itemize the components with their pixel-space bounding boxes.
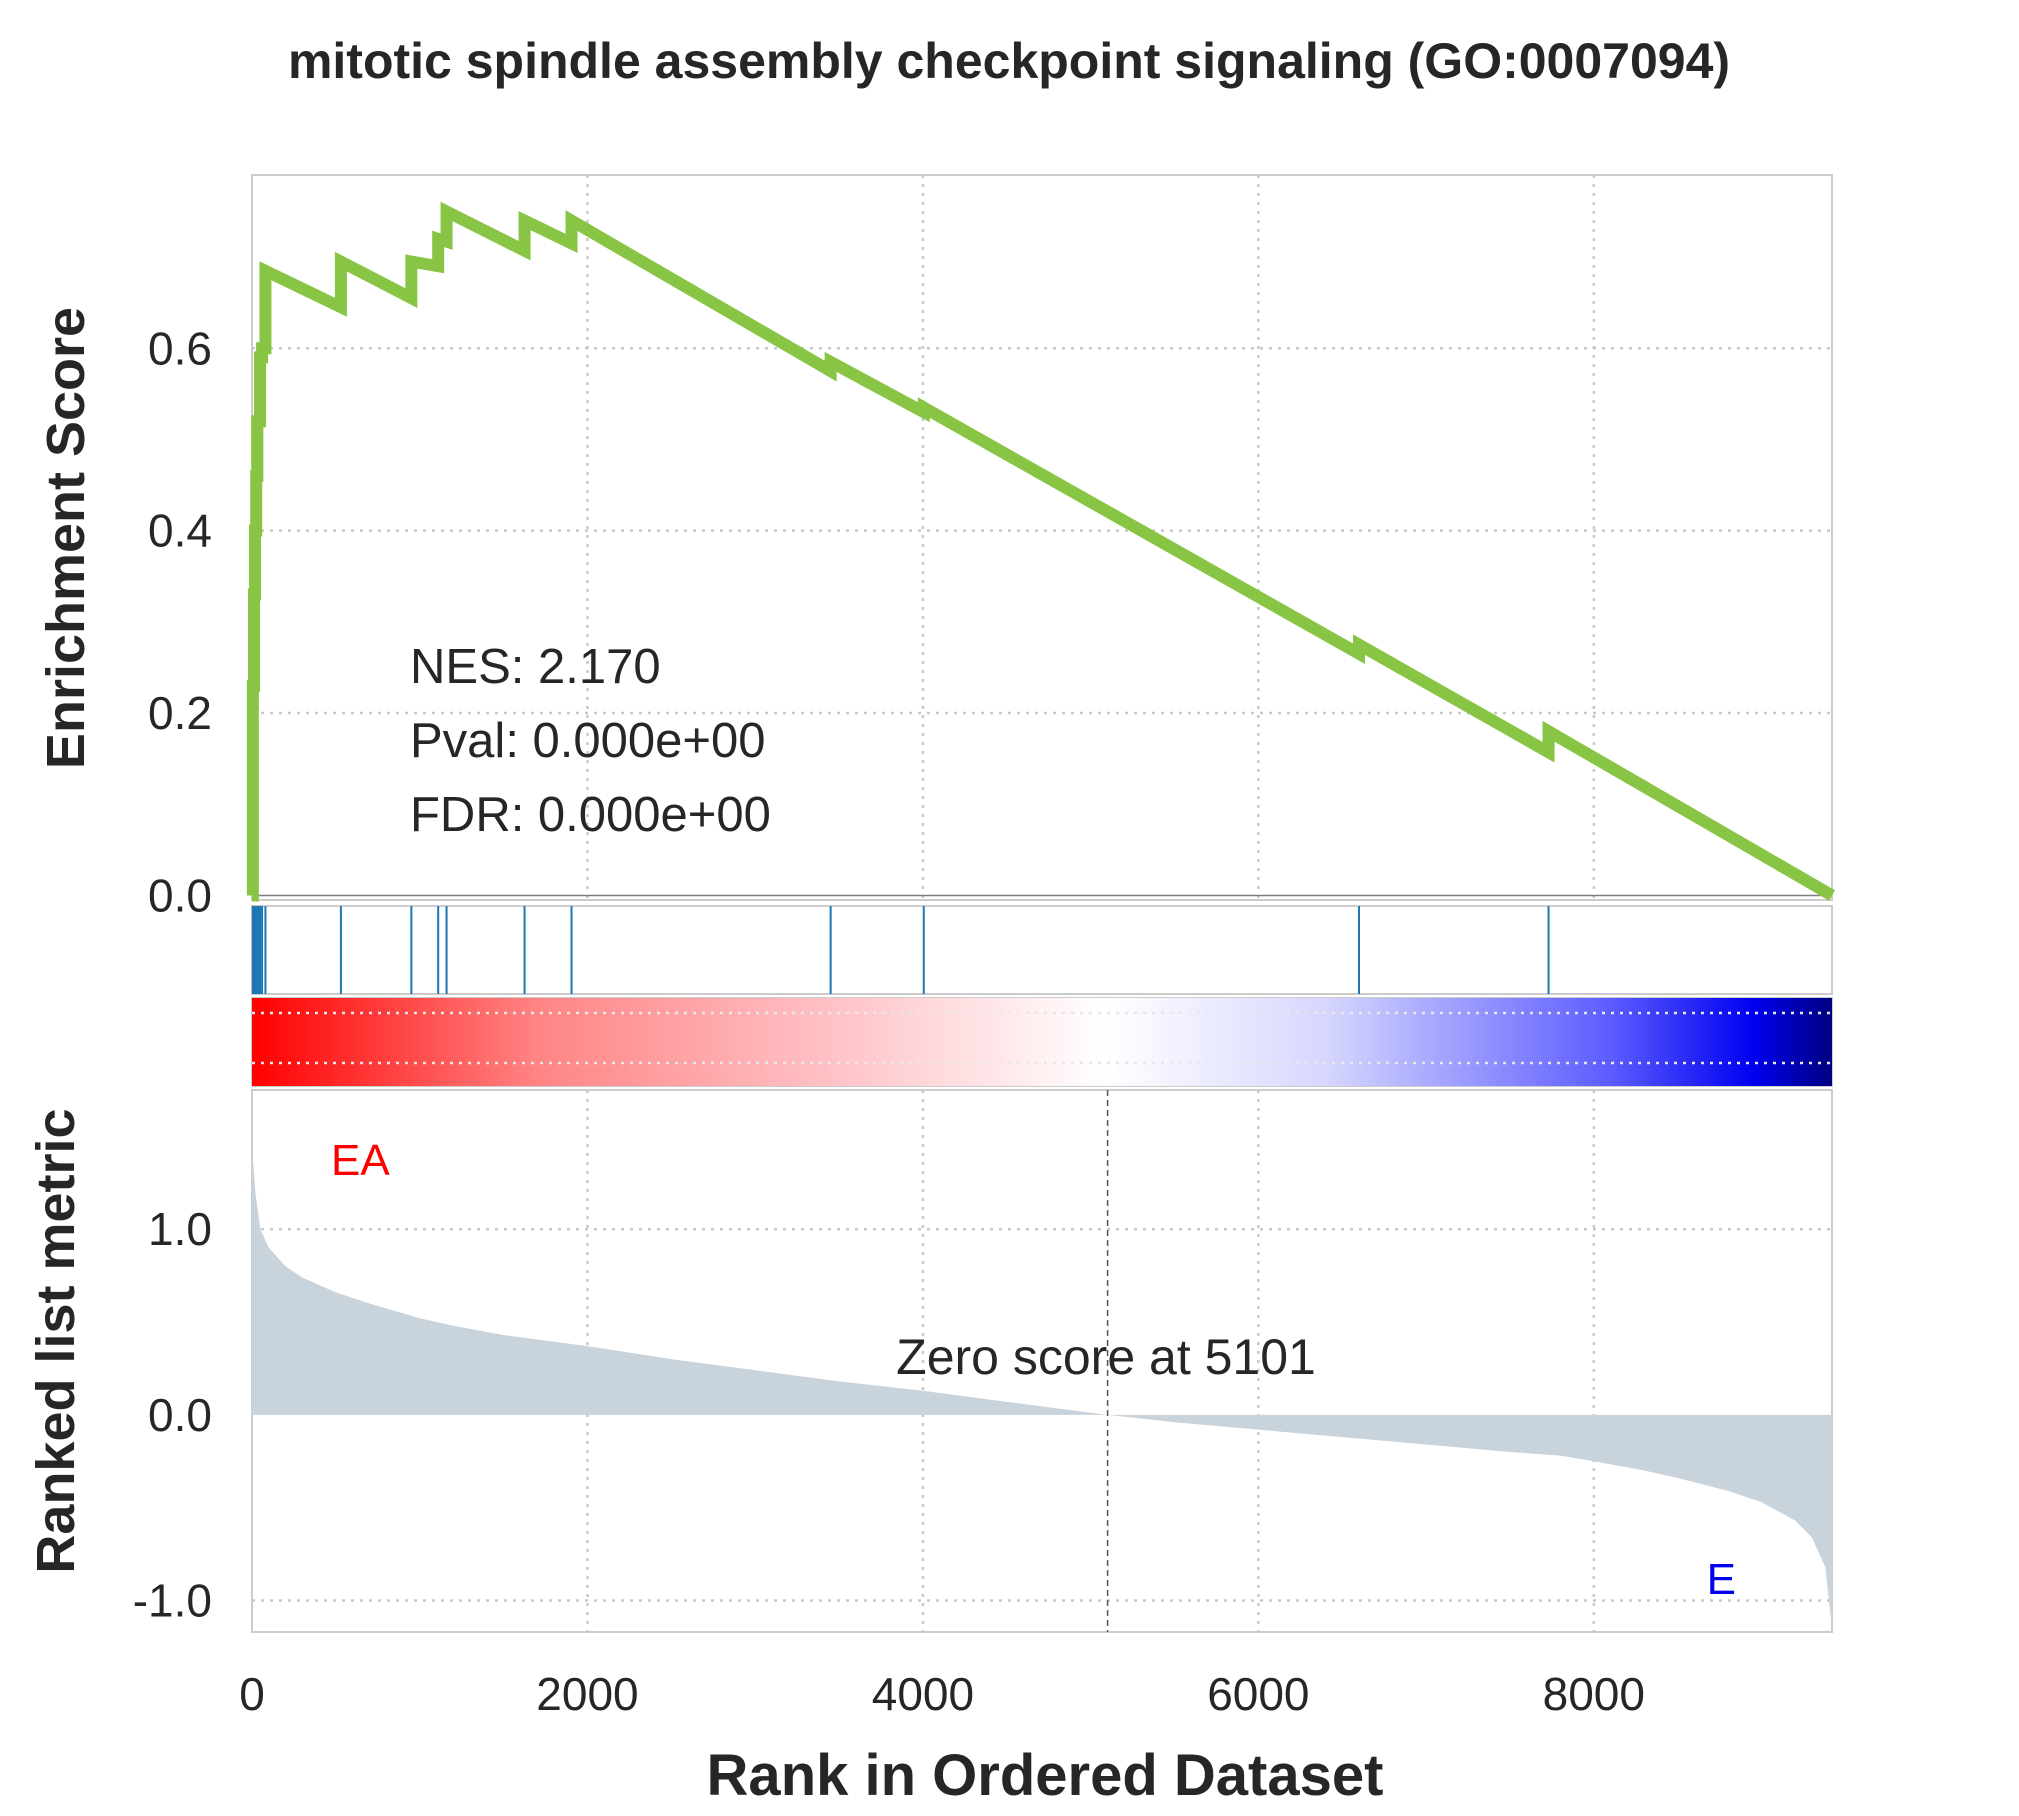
metric-area: [252, 1090, 1832, 1632]
es-tick-label: 0.0: [148, 869, 212, 921]
es-tick-label: 0.4: [148, 505, 212, 557]
metric-tick-label: 1.0: [148, 1203, 212, 1255]
negative-class-label: E: [1707, 1555, 1736, 1604]
gene-hit-marks: [251, 906, 1550, 994]
metric-tick-label: -1.0: [133, 1574, 212, 1626]
fdr-label: FDR: 0.000e+00: [410, 788, 771, 842]
chart-title: mitotic spindle assembly checkpoint sign…: [288, 33, 1730, 89]
positive-class-label: EA: [331, 1136, 390, 1185]
es-tick-label: 0.2: [148, 687, 212, 739]
running-es-line: [246, 201, 1836, 902]
es-tick-label: 0.6: [148, 322, 212, 374]
x-axis-title: Rank in Ordered Dataset: [707, 1743, 1384, 1808]
x-tick-label: 4000: [872, 1668, 974, 1720]
pval-label: Pval: 0.000e+00: [410, 714, 766, 768]
hits-panel-frame: [251, 905, 1833, 995]
nes-label: NES: 2.170: [410, 640, 661, 694]
metric-axis-title: Ranked list metric: [26, 1108, 86, 1573]
x-tick-label: 0: [239, 1668, 265, 1720]
metric-tick-label: 0.0: [148, 1389, 212, 1441]
rank-heatmap: [252, 998, 1832, 1086]
axes: 0 2000 4000 6000 8000 0.0 0.2 0.4 0.6 -1.0 0.0 1.0: [133, 322, 1645, 1720]
x-tick-label: 6000: [1207, 1668, 1309, 1720]
es-curve: [246, 201, 1836, 902]
x-tick-label: 8000: [1543, 1668, 1645, 1720]
x-tick-label: 2000: [536, 1668, 638, 1720]
zero-score-label: Zero score at 5101: [896, 1329, 1316, 1385]
ranked-metric-area: [252, 1145, 1832, 1629]
es-axis-title: Enrichment Score: [36, 307, 96, 769]
